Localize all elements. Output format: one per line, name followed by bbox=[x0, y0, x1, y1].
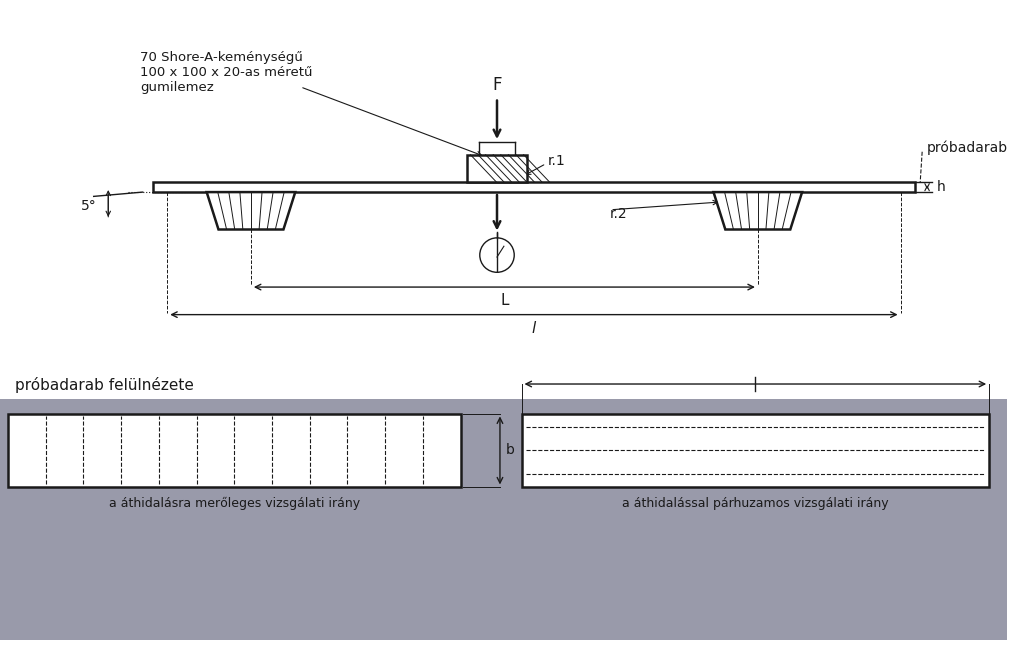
Text: h: h bbox=[937, 180, 945, 194]
Text: 5°: 5° bbox=[81, 199, 96, 213]
Text: r.2: r.2 bbox=[610, 207, 628, 221]
Text: a áthidalásra merőleges vizsgálati irány: a áthidalásra merőleges vizsgálati irány bbox=[108, 497, 360, 510]
Polygon shape bbox=[0, 5, 1007, 399]
Text: r.1: r.1 bbox=[548, 154, 566, 168]
Text: 70 Shore-A-keménységű
100 x 100 x 20-as méretű
gumilemez: 70 Shore-A-keménységű 100 x 100 x 20-as … bbox=[140, 52, 312, 94]
Polygon shape bbox=[468, 155, 527, 183]
Text: b: b bbox=[505, 444, 515, 457]
Bar bbox=[522, 413, 989, 488]
Text: l: l bbox=[532, 321, 536, 335]
Text: a áthidalással párhuzamos vizsgálati irány: a áthidalással párhuzamos vizsgálati irá… bbox=[622, 497, 889, 510]
Text: F: F bbox=[492, 75, 501, 94]
Bar bbox=[152, 183, 916, 192]
Polygon shape bbox=[713, 192, 802, 230]
Polygon shape bbox=[0, 399, 1007, 640]
Text: próbadarab: próbadarab bbox=[927, 141, 1009, 155]
Bar bbox=[8, 413, 460, 488]
Text: próbadarab felülnézete: próbadarab felülnézete bbox=[14, 377, 193, 393]
Polygon shape bbox=[207, 192, 296, 230]
Text: L: L bbox=[500, 293, 508, 308]
